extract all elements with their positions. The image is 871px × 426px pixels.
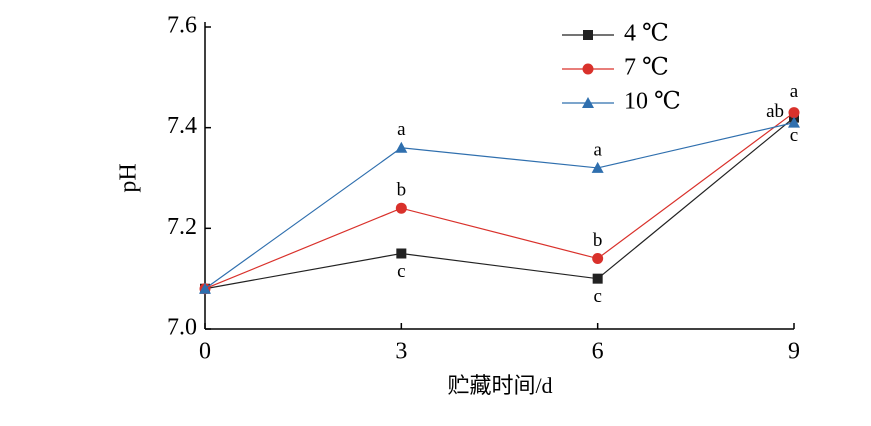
legend-marker [582, 63, 594, 75]
y-axis-label: pH [116, 163, 142, 192]
annotation: b [593, 230, 603, 251]
annotation: ab [766, 101, 784, 122]
marker [592, 253, 604, 265]
marker [395, 141, 408, 153]
marker [591, 161, 604, 173]
annotation: c [790, 125, 798, 146]
x-tick-label: 3 [395, 339, 407, 365]
x-tick-label: 0 [199, 339, 211, 365]
y-tick-label: 7.0 [167, 315, 197, 341]
line [204, 117, 795, 290]
annotation: a [790, 81, 799, 102]
x-axis-label: 贮藏时间/d [447, 373, 552, 398]
legend-label: 4 ℃ [624, 21, 669, 47]
y-tick-label: 7.2 [167, 214, 197, 240]
annotation: b [397, 180, 407, 201]
marker [396, 248, 407, 259]
legend-marker [583, 30, 593, 40]
line [204, 122, 795, 290]
annotation: c [593, 286, 601, 307]
annotation: a [397, 119, 406, 140]
marker [788, 116, 800, 128]
y-tick-label: 7.6 [167, 13, 197, 39]
annotation: c [397, 261, 405, 282]
legend-label: 7 ℃ [624, 55, 669, 81]
marker [788, 107, 800, 119]
line [204, 112, 795, 290]
marker [395, 202, 407, 214]
legend-label: 10 ℃ [624, 89, 681, 115]
y-tick-label: 7.4 [167, 113, 197, 139]
x-tick-label: 6 [592, 339, 604, 365]
marker [592, 273, 603, 284]
legend-marker [582, 97, 594, 108]
marker [199, 282, 211, 294]
x-tick-label: 9 [788, 339, 800, 365]
annotation: a [593, 139, 602, 160]
